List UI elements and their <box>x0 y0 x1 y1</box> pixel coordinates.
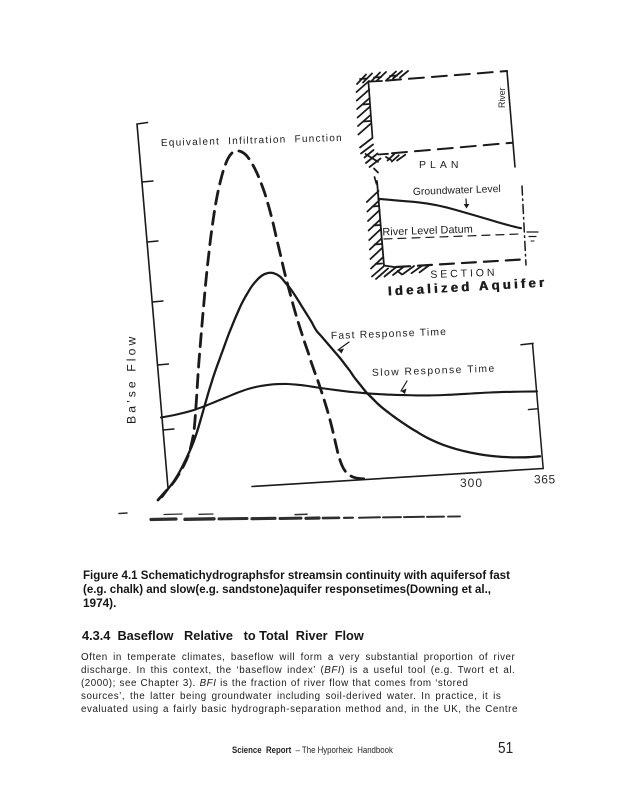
svg-text:Idealized Aquifer: Idealized Aquifer <box>387 275 547 299</box>
svg-text:Fast Response Time: Fast Response Time <box>331 327 448 342</box>
svg-text:365: 365 <box>534 473 556 487</box>
svg-text:Slow Response Time: Slow Response Time <box>372 364 496 379</box>
svg-text:Equivalent Infiltration Func: Equivalent Infiltration Function <box>161 133 343 149</box>
svg-text:Groundwater Level: Groundwater Level <box>413 184 501 198</box>
svg-text:300: 300 <box>460 476 483 490</box>
svg-text:PLAN: PLAN <box>419 159 462 171</box>
svg-text:Ba’se Flow: Ba’se Flow <box>125 334 139 424</box>
svg-text:River Level Datum: River Level Datum <box>382 223 473 238</box>
svg-text:SECTION: SECTION <box>430 267 497 281</box>
svg-text:River: River <box>497 87 507 108</box>
